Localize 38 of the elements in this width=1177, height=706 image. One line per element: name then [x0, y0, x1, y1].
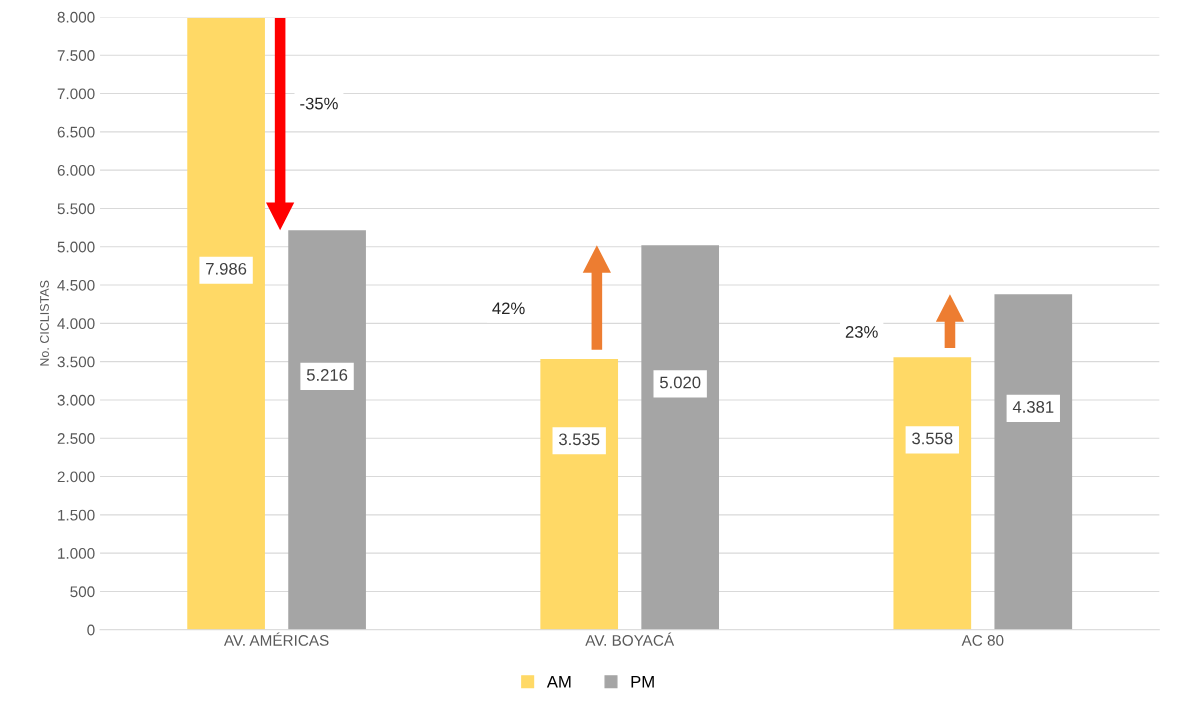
- y-tick-label: 8.000: [57, 11, 95, 23]
- data-label: 4.381: [1012, 401, 1054, 413]
- data-label: 3.558: [912, 432, 953, 445]
- y-tick-label: 7.500: [57, 50, 95, 61]
- data-label: 5.020: [660, 376, 701, 389]
- x-tick-label: AV. BOYACÁ: [585, 632, 675, 646]
- y-tick-label: 3.500: [57, 356, 95, 368]
- y-tick-label: 6.000: [57, 165, 95, 176]
- y-tick-label: 5.000: [57, 241, 95, 253]
- legend-label: PM: [631, 676, 654, 688]
- bar: [187, 18, 265, 630]
- x-tick-label: AV. AMÉRICAS: [223, 632, 329, 646]
- annotation: 42%: [492, 302, 525, 315]
- y-tick-label: 6.500: [57, 126, 95, 138]
- y-tick-label: 5.500: [57, 203, 95, 215]
- bar: [288, 230, 366, 630]
- bar: [641, 245, 720, 630]
- y-axis-title: No. CICLISTAS: [40, 280, 49, 366]
- bar: [994, 294, 1073, 630]
- legend-label: AM: [546, 676, 571, 688]
- data-label: 5.216: [306, 369, 348, 381]
- data-label: 7.986: [206, 262, 247, 275]
- bar: [540, 358, 619, 630]
- y-tick-label: 1.500: [58, 509, 95, 521]
- y-tick-label: 4.000: [57, 318, 95, 330]
- bar: [893, 357, 972, 630]
- y-tick-label: 0: [87, 624, 95, 636]
- y-tick-label: 4.500: [57, 279, 95, 291]
- annotation: -35%: [300, 97, 338, 110]
- y-tick-label: 500: [70, 586, 95, 598]
- data-label: 3.535: [558, 433, 600, 446]
- y-tick-label: 7.000: [57, 88, 95, 100]
- y-tick-label: 2.500: [57, 433, 95, 444]
- annotation: 23%: [845, 326, 878, 338]
- y-tick-label: 1.000: [58, 548, 95, 559]
- y-tick-label: 2.000: [57, 471, 95, 483]
- y-tick-label: 3.000: [57, 394, 95, 406]
- x-tick-label: AC 80: [961, 635, 1004, 646]
